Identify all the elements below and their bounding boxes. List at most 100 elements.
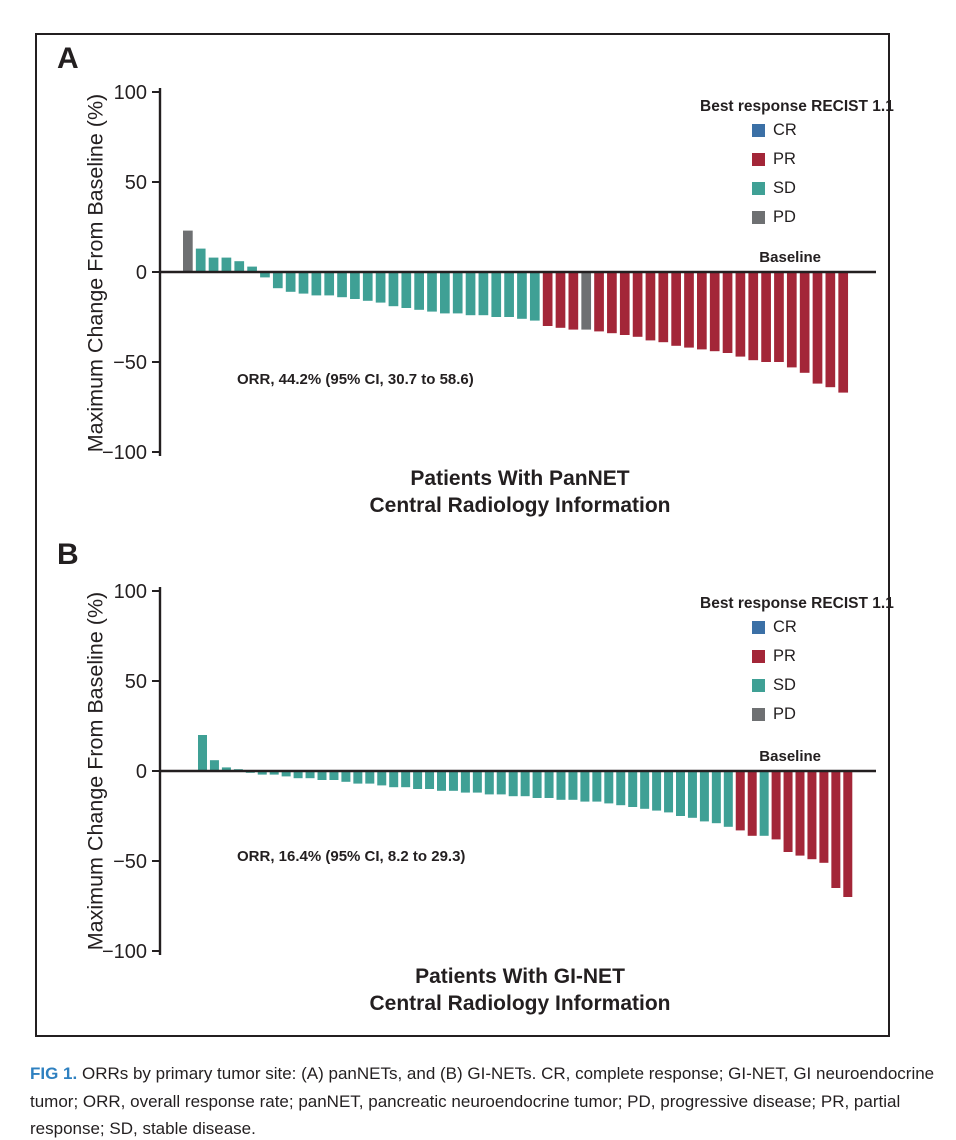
figure-frame <box>35 33 890 1037</box>
y-tick-label: −50 <box>113 352 147 374</box>
waterfall-bar <box>676 771 685 816</box>
legend-title: Best response RECIST 1.1 <box>700 595 894 612</box>
waterfall-bar <box>658 272 669 343</box>
waterfall-bar <box>532 771 542 798</box>
waterfall-bar <box>389 771 399 788</box>
y-tick-label: 0 <box>136 262 147 284</box>
caption-text: ORRs by primary tumor site: (A) panNETs,… <box>30 1064 935 1139</box>
x-axis-title-a-line1: Patients With PanNET <box>410 467 630 490</box>
waterfall-bar <box>640 771 650 809</box>
x-axis-title-a: Patients With PanNET Central Radiology I… <box>160 465 880 519</box>
y-tick-label: 100 <box>114 82 147 104</box>
legend-swatch-pr-icon <box>752 650 765 663</box>
legend-row-pd: PD <box>700 700 890 729</box>
figure-caption: FIG 1. ORRs by primary tumor site: (A) p… <box>30 1060 936 1140</box>
baseline-label-b: Baseline <box>759 748 821 765</box>
waterfall-bar <box>604 771 614 804</box>
waterfall-bar <box>221 767 231 771</box>
legend-swatch-sd-icon <box>752 182 765 195</box>
waterfall-bar <box>221 257 232 272</box>
waterfall-bar <box>748 272 759 361</box>
panel-label-b: B <box>57 538 79 571</box>
waterfall-bar <box>619 272 630 335</box>
waterfall-bar <box>632 272 643 337</box>
waterfall-bar <box>542 272 553 326</box>
waterfall-bar <box>684 272 694 348</box>
legend-label-sd: SD <box>773 179 796 197</box>
waterfall-bar <box>709 272 720 352</box>
x-axis-title-a-line2: Central Radiology Information <box>369 494 671 517</box>
waterfall-bar <box>607 272 617 334</box>
waterfall-bar <box>195 248 206 272</box>
legend-row-pr: PR <box>700 145 890 174</box>
waterfall-bar <box>350 272 360 299</box>
waterfall-bar <box>353 771 363 784</box>
waterfall-bar <box>504 272 514 317</box>
waterfall-bar <box>812 272 823 384</box>
waterfall-bar <box>819 771 829 863</box>
waterfall-bar <box>401 272 412 308</box>
waterfall-bar <box>580 771 590 802</box>
waterfall-bar <box>786 272 797 368</box>
waterfall-bar <box>293 771 303 779</box>
waterfall-bar <box>568 771 578 800</box>
waterfall-bar <box>699 771 709 822</box>
waterfall-bar <box>761 272 771 362</box>
y-tick-label: 100 <box>114 581 147 603</box>
waterfall-bar <box>448 771 458 791</box>
y-tick-label: 0 <box>136 761 147 783</box>
waterfall-bar <box>517 272 527 319</box>
legend-row-cr: CR <box>700 613 890 642</box>
waterfall-bar <box>208 257 219 272</box>
waterfall-bar <box>759 771 769 836</box>
legend-a: Best response RECIST 1.1 CR PR SD PD <box>700 98 894 232</box>
waterfall-bar <box>838 272 849 393</box>
legend-row-sd: SD <box>700 671 890 700</box>
waterfall-bar <box>478 272 489 316</box>
waterfall-bar <box>460 771 470 793</box>
waterfall-bar <box>388 272 399 307</box>
x-axis-title-b: Patients With GI-NET Central Radiology I… <box>160 963 880 1017</box>
waterfall-bar <box>440 272 450 314</box>
waterfall-bar <box>247 266 257 272</box>
caption-label: FIG 1. <box>30 1064 78 1083</box>
waterfall-bar <box>799 272 810 373</box>
waterfall-bar <box>425 771 435 789</box>
waterfall-bar <box>735 272 746 357</box>
waterfall-bar <box>645 272 656 341</box>
legend-row-sd: SD <box>700 174 890 203</box>
legend-label-sd: SD <box>773 676 796 694</box>
waterfall-bar <box>774 272 784 362</box>
waterfall-bar <box>269 771 279 775</box>
legend-b: Best response RECIST 1.1 CR PR SD PD <box>700 595 894 729</box>
orr-annotation-b: ORR, 16.4% (95% CI, 8.2 to 29.3) <box>237 848 466 865</box>
waterfall-bar <box>544 771 554 798</box>
y-tick-label: −50 <box>113 851 147 873</box>
waterfall-bar <box>414 272 424 310</box>
legend-label-pr: PR <box>773 150 796 168</box>
waterfall-bar <box>472 771 482 793</box>
waterfall-bar <box>508 771 518 797</box>
waterfall-bar <box>452 272 463 314</box>
waterfall-bar <box>735 771 745 831</box>
waterfall-bar <box>568 272 579 330</box>
panel-label-a: A <box>57 42 79 75</box>
waterfall-bar <box>337 272 347 298</box>
waterfall-bar <box>771 771 781 840</box>
legend-swatch-pd-icon <box>752 211 765 224</box>
legend-row-pr: PR <box>700 642 890 671</box>
waterfall-bar <box>362 272 373 301</box>
waterfall-bar <box>555 272 566 328</box>
waterfall-bar <box>556 771 566 800</box>
waterfall-bar <box>491 272 502 317</box>
waterfall-bar <box>520 771 530 797</box>
y-tick-label: 50 <box>125 671 147 693</box>
waterfall-bar <box>722 272 733 353</box>
waterfall-bar <box>825 272 836 388</box>
baseline-label-a: Baseline <box>759 249 821 266</box>
legend-swatch-cr-icon <box>752 621 765 634</box>
y-tick-label: 50 <box>125 172 147 194</box>
waterfall-bar <box>616 771 626 806</box>
waterfall-bar <box>401 771 411 788</box>
waterfall-bar <box>260 272 270 278</box>
